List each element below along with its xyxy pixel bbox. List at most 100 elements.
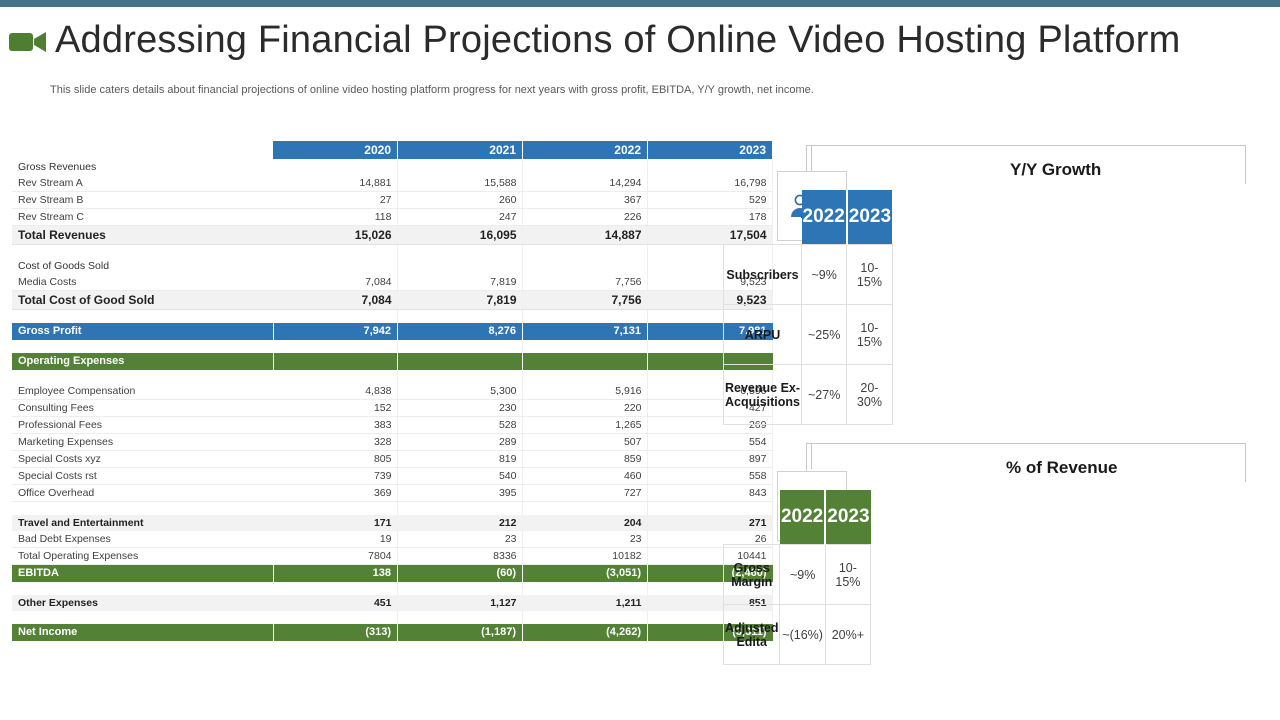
row-value (522, 501, 648, 515)
row-value: 14,881 (273, 175, 398, 192)
panel-title-yy: Y/Y Growth (1010, 160, 1102, 179)
panel-row: ARPU ~25% 10-15% (722, 304, 893, 365)
row-value (273, 501, 398, 515)
pct-of-revenue-table: 2022 2023 Gross Margin ~9% 10-15% Adjusted Ed… (722, 490, 872, 665)
row-value: 14,294 (522, 175, 648, 192)
row-label: Media Costs (12, 274, 273, 291)
row-label: Net Income (12, 624, 274, 641)
panel-row-value: 20-30% (846, 364, 893, 425)
row-value (273, 159, 398, 175)
row-label: Gross Profit (12, 323, 274, 340)
row-value: 5,916 (522, 383, 648, 400)
row-value (273, 258, 398, 274)
row-value: 1,211 (522, 595, 648, 611)
panel-row: Adjusted Edita ~(16%) 20%+ (722, 604, 872, 665)
row-value: 7,819 (397, 290, 523, 310)
row-value: 7,084 (273, 274, 398, 291)
row-value: 204 (522, 515, 648, 531)
row-value: 528 (397, 416, 523, 434)
row-value (523, 258, 648, 274)
row-value: 271 (647, 515, 773, 531)
row-value (273, 353, 398, 370)
row-label: EBITDA (12, 564, 274, 582)
panel-column-header-2022: 2022 (779, 490, 827, 545)
row-value: 395 (397, 484, 523, 502)
row-value: 226 (522, 208, 648, 226)
row-value: 289 (397, 433, 523, 451)
row-label: Office Overhead (12, 484, 273, 502)
row-value: 367 (522, 191, 648, 209)
row-label: Operating Expenses (12, 353, 274, 370)
panel-stem-pct (811, 444, 812, 469)
column-header-2021: 2021 (397, 141, 523, 159)
row-value: 14,887 (522, 225, 648, 245)
table-row: Office Overhead 369 395 727 843 (12, 484, 773, 502)
panel-row-value: ~9% (779, 544, 826, 605)
row-label: Employee Compensation (12, 383, 273, 400)
table-row: Other Expenses 451 1,127 1,211 851 (12, 595, 773, 611)
row-value: 15,026 (273, 225, 398, 245)
row-label: Total Revenues (12, 225, 273, 245)
table-row: Special Costs rst 739 540 460 558 (12, 467, 773, 485)
row-value: 843 (647, 484, 773, 502)
row-value (522, 370, 648, 383)
row-value: 5,300 (397, 383, 523, 400)
row-label: Gross Revenues (18, 161, 97, 173)
table-row: Total Revenues 15,026 16,095 14,887 17,504 (12, 225, 773, 245)
row-value: 727 (522, 484, 648, 502)
table-row: Special Costs xyz 805 819 859 897 (12, 450, 773, 468)
row-label: Marketing Expenses (12, 433, 273, 451)
row-value: 328 (273, 433, 398, 451)
row-value (397, 501, 523, 515)
panel-column-header-2023: 2023 (825, 490, 871, 545)
row-label: Professional Fees (12, 416, 273, 434)
row-value: 26 (647, 531, 773, 548)
row-value (273, 370, 398, 383)
panel-row-value: 10-15% (824, 544, 872, 605)
row-label: Cost of Goods Sold (18, 260, 110, 272)
row-value: 7,756 (522, 290, 648, 310)
row-label (12, 501, 273, 515)
row-value: 1,265 (522, 416, 648, 434)
row-value: 529 (647, 191, 773, 209)
row-value: 220 (522, 399, 648, 417)
panel-bracket-pct (806, 443, 1246, 482)
panel-row-value: ~27% (801, 364, 848, 425)
row-label (12, 370, 273, 383)
row-value: 27 (273, 191, 398, 209)
row-value (397, 340, 523, 353)
row-value: 540 (397, 467, 523, 485)
row-value: (313) (273, 624, 398, 641)
row-value (647, 501, 773, 515)
row-value: 23 (397, 531, 523, 548)
row-value (398, 258, 523, 274)
row-value (273, 309, 398, 323)
row-value (273, 611, 398, 624)
row-value: (4,262) (522, 624, 648, 641)
table-row: Rev Stream A 14,881 15,588 14,294 16,798 (12, 175, 773, 192)
row-value: 260 (397, 191, 523, 209)
table-row: Media Costs 7,084 7,819 7,756 9,523 (12, 274, 773, 291)
row-label (12, 611, 273, 624)
row-value (522, 611, 648, 624)
panel-row-label: ARPU (722, 304, 803, 365)
row-value: 1,127 (397, 595, 523, 611)
row-value: 19 (273, 531, 398, 548)
column-header-2022: 2022 (522, 141, 648, 159)
row-value (397, 244, 523, 258)
row-value: (1,187) (397, 624, 523, 641)
row-value: 7,131 (522, 323, 648, 340)
row-value: 152 (273, 399, 398, 417)
panel-row-label: Adjusted Edita (722, 604, 781, 665)
panel-row-value: 20%+ (824, 604, 872, 665)
row-value: 16,095 (397, 225, 523, 245)
row-value: 507 (522, 433, 648, 451)
panel-row-label: Gross Margin (722, 544, 781, 605)
slide-header: Addressing Financial Projections of Onli… (0, 7, 1280, 96)
row-value (397, 353, 523, 370)
row-value: 7,756 (522, 274, 648, 291)
yy-growth-table: 2022 2023 Subscribers ~9% 10-15% ARPU ~25% 10-1… (722, 190, 893, 425)
row-label: Consulting Fees (12, 399, 273, 417)
table-row: Consulting Fees 152 230 220 427 (12, 399, 773, 417)
row-label (12, 582, 273, 595)
